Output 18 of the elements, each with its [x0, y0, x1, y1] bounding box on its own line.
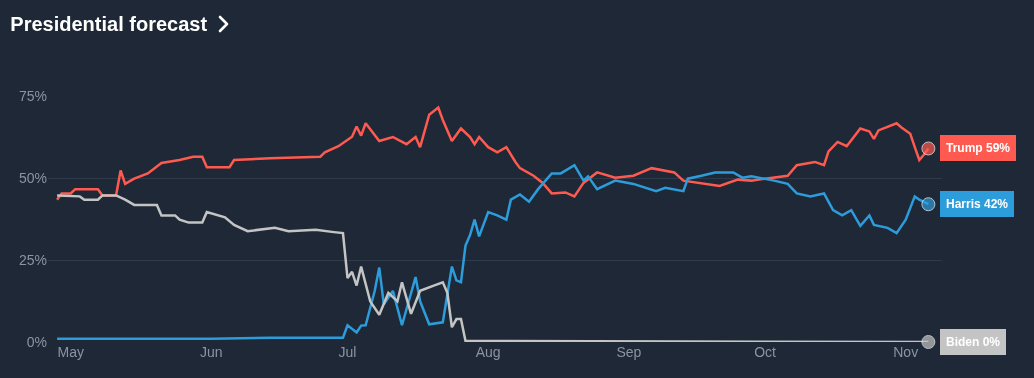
y-tick-label: 75%: [18, 87, 47, 104]
annotation: Trump 59%: [946, 141, 1011, 155]
x-tick-label: Aug: [475, 344, 501, 360]
point: [921, 141, 936, 156]
chart-title: Presidential forecast: [10, 13, 208, 36]
x-tick-label: Jul: [338, 344, 357, 360]
annotation: Harris 42%: [946, 197, 1009, 211]
annotation: Biden 0%: [946, 335, 1001, 349]
y-tick-label: 0%: [26, 333, 47, 350]
y-tick-label: 25%: [18, 251, 47, 268]
point: [921, 335, 936, 349]
y-tick-label: 50%: [18, 169, 47, 186]
x-tick-label: Nov: [893, 344, 919, 360]
x-tick-label: Oct: [754, 344, 777, 360]
point: [921, 197, 936, 212]
x-tick-label: Jun: [200, 344, 223, 360]
x-tick-label: May: [57, 344, 84, 360]
x-tick-label: Sep: [616, 344, 642, 360]
